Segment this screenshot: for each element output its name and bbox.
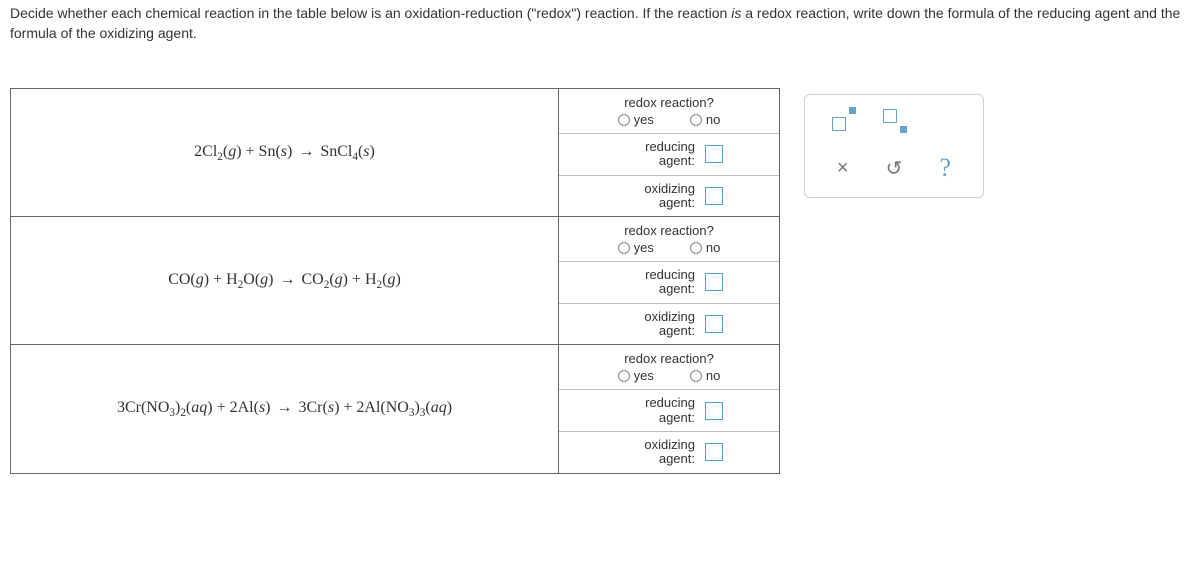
oxidizing-agent-row: oxidizing agent: bbox=[559, 304, 779, 345]
superscript-icon bbox=[832, 109, 854, 131]
oxidizing-input[interactable] bbox=[705, 315, 723, 333]
clear-button[interactable]: × bbox=[826, 153, 860, 183]
radio-no[interactable]: no bbox=[690, 240, 720, 255]
redox-label: redox reaction? bbox=[563, 95, 775, 110]
yes-label: yes bbox=[634, 368, 654, 383]
radio-yes[interactable]: yes bbox=[618, 112, 654, 127]
subscript-button[interactable] bbox=[877, 105, 911, 135]
equation-3: 3Cr(NO3)2(aq) + 2Al(s)→3Cr(s) + 2Al(NO3)… bbox=[117, 399, 452, 419]
reducing-label: reducing agent: bbox=[615, 396, 695, 425]
equation-cell: CO(g) + H2O(g)→CO2(g) + H2(g) bbox=[11, 217, 559, 344]
yes-label: yes bbox=[634, 240, 654, 255]
instructions-text: Decide whether each chemical reaction in… bbox=[0, 0, 1200, 45]
reducing-label: reducing agent: bbox=[615, 140, 695, 169]
radio-yes[interactable]: yes bbox=[618, 368, 654, 383]
oxidizing-input[interactable] bbox=[705, 443, 723, 461]
redox-question: redox reaction? yes no bbox=[559, 217, 779, 262]
reset-button[interactable]: ↺ bbox=[877, 153, 911, 183]
reducing-agent-row: reducing agent: bbox=[559, 262, 779, 304]
radio-icon bbox=[618, 114, 630, 126]
reducing-agent-row: reducing agent: bbox=[559, 134, 779, 176]
oxidizing-agent-row: oxidizing agent: bbox=[559, 432, 779, 473]
radio-yes[interactable]: yes bbox=[618, 240, 654, 255]
equation-1: 2Cl2(g) + Sn(s)→SnCl4(s) bbox=[194, 143, 375, 163]
oxidizing-input[interactable] bbox=[705, 187, 723, 205]
radio-icon bbox=[618, 370, 630, 382]
instr-part1: Decide whether each chemical reaction in… bbox=[10, 5, 731, 21]
redox-label: redox reaction? bbox=[563, 223, 775, 238]
reaction-table: 2Cl2(g) + Sn(s)→SnCl4(s) redox reaction?… bbox=[10, 88, 780, 474]
radio-icon bbox=[690, 370, 702, 382]
toolbox-panel: × ↺ ? bbox=[804, 94, 984, 198]
oxidizing-agent-row: oxidizing agent: bbox=[559, 176, 779, 217]
equation-cell: 2Cl2(g) + Sn(s)→SnCl4(s) bbox=[11, 89, 559, 216]
redox-question: redox reaction? yes no bbox=[559, 345, 779, 390]
reducing-agent-row: reducing agent: bbox=[559, 390, 779, 432]
no-label: no bbox=[706, 368, 720, 383]
table-row: 3Cr(NO3)2(aq) + 2Al(s)→3Cr(s) + 2Al(NO3)… bbox=[11, 345, 779, 472]
table-row: CO(g) + H2O(g)→CO2(g) + H2(g) redox reac… bbox=[11, 217, 779, 345]
question-cell: redox reaction? yes no reducing agent: o… bbox=[559, 217, 779, 344]
instr-italic: is bbox=[731, 5, 741, 21]
radio-icon bbox=[690, 114, 702, 126]
yes-label: yes bbox=[634, 112, 654, 127]
radio-no[interactable]: no bbox=[690, 112, 720, 127]
radio-no[interactable]: no bbox=[690, 368, 720, 383]
equation-2: CO(g) + H2O(g)→CO2(g) + H2(g) bbox=[168, 271, 401, 291]
radio-icon bbox=[618, 242, 630, 254]
table-row: 2Cl2(g) + Sn(s)→SnCl4(s) redox reaction?… bbox=[11, 89, 779, 217]
subscript-icon bbox=[883, 109, 905, 131]
help-icon: ? bbox=[940, 153, 952, 183]
radio-icon bbox=[690, 242, 702, 254]
reducing-input[interactable] bbox=[705, 145, 723, 163]
close-icon: × bbox=[837, 157, 849, 180]
redox-question: redox reaction? yes no bbox=[559, 89, 779, 134]
reducing-input[interactable] bbox=[705, 273, 723, 291]
question-cell: redox reaction? yes no reducing agent: o… bbox=[559, 89, 779, 216]
reducing-input[interactable] bbox=[705, 402, 723, 420]
oxidizing-label: oxidizing agent: bbox=[615, 438, 695, 467]
no-label: no bbox=[706, 112, 720, 127]
superscript-button[interactable] bbox=[826, 105, 860, 135]
no-label: no bbox=[706, 240, 720, 255]
help-button[interactable]: ? bbox=[928, 153, 962, 183]
reset-icon: ↺ bbox=[886, 156, 903, 181]
oxidizing-label: oxidizing agent: bbox=[615, 182, 695, 211]
redox-label: redox reaction? bbox=[563, 351, 775, 366]
equation-cell: 3Cr(NO3)2(aq) + 2Al(s)→3Cr(s) + 2Al(NO3)… bbox=[11, 345, 559, 472]
oxidizing-label: oxidizing agent: bbox=[615, 310, 695, 339]
question-cell: redox reaction? yes no reducing agent: o… bbox=[559, 345, 779, 472]
reducing-label: reducing agent: bbox=[615, 268, 695, 297]
